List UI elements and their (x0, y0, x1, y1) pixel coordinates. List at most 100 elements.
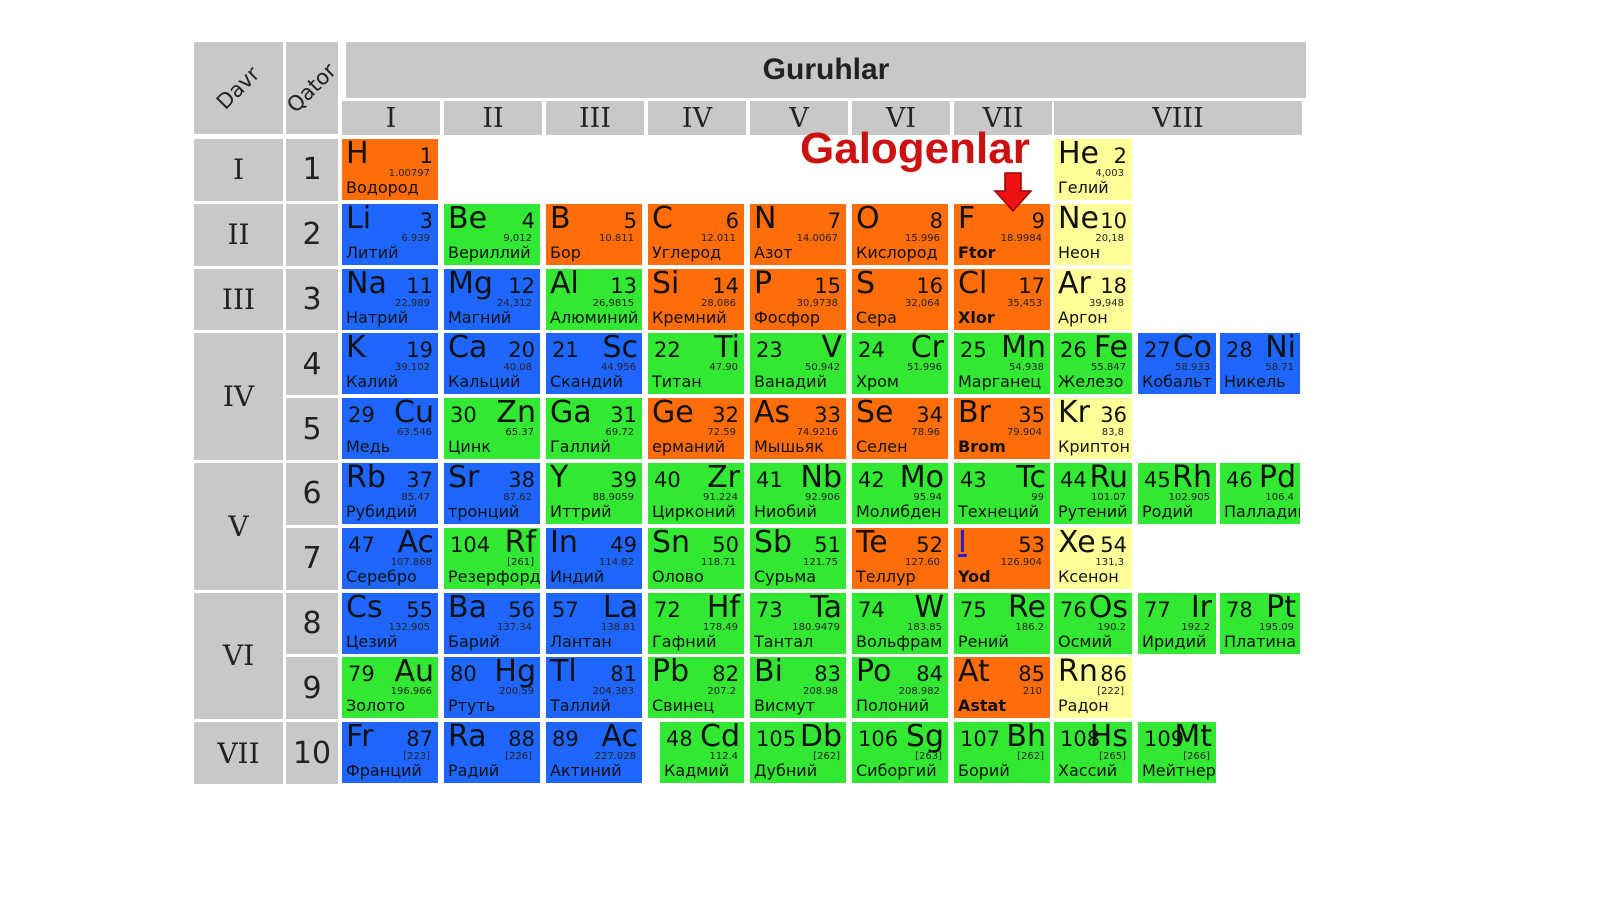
element-cell-cs[interactable]: Cs 55 132.905 Цезий (342, 592, 438, 654)
element-cell-p[interactable]: P 15 30,9738 Фосфор (750, 268, 846, 330)
element-cell-db[interactable]: Db 105 [262] Дубний (750, 722, 846, 784)
element-cell-fe[interactable]: Fe 26 55.847 Железо (1054, 333, 1132, 395)
element-cell-cu[interactable]: Cu 29 63.546 Медь (342, 398, 438, 460)
element-cell-s[interactable]: S 16 32,064 Сера (852, 268, 948, 330)
element-cell-sb[interactable]: Sb 51 121.75 Сурьма (750, 527, 846, 589)
element-cell-zn[interactable]: Zn 30 65.37 Цинк (444, 398, 540, 460)
element-cell-mo[interactable]: Mo 42 95.94 Молибден (852, 463, 948, 524)
element-cell-ne[interactable]: Ne 10 20,18 Неон (1054, 203, 1132, 265)
row-cell-3: 3 (286, 268, 338, 331)
element-cell-pt[interactable]: Pt 78 195.09 Платина (1220, 592, 1300, 654)
atomic-number: 74 (858, 597, 885, 622)
atomic-number: 27 (1144, 338, 1171, 363)
element-cell-mn[interactable]: Mn 25 54.938 Марганец (954, 333, 1050, 395)
element-cell-cl[interactable]: Cl 17 35,453 Xlor (954, 268, 1050, 330)
element-cell-co[interactable]: Co 27 58.933 Кобальт (1138, 333, 1216, 395)
element-cell-y[interactable]: Y 39 88.9059 Иттрий (546, 463, 642, 524)
groups-title-bar: Guruhlar (346, 42, 1306, 98)
element-cell-br[interactable]: Br 35 79.904 Brom (954, 398, 1050, 460)
element-cell-tc[interactable]: Tc 43 99 Технеций (954, 463, 1050, 524)
element-cell-c[interactable]: C 6 12.011 Углерод (648, 203, 744, 265)
element-cell-rh[interactable]: Rh 45 102.905 Родий (1138, 463, 1216, 524)
element-cell-mg[interactable]: Mg 12 24,312 Магний (444, 268, 540, 330)
element-cell-sg[interactable]: Sg 106 [263] Сиборгий (852, 722, 948, 784)
element-cell-f[interactable]: F 9 18.9984 Ftor (954, 203, 1050, 265)
atomic-number: 42 (858, 468, 885, 492)
atomic-mass: 79.904 (1007, 427, 1042, 439)
element-cell-ca[interactable]: Ca 20 40.08 Кальций (444, 333, 540, 395)
element-cell-ir[interactable]: Ir 77 192.2 Иридий (1138, 592, 1216, 654)
element-cell-cr[interactable]: Cr 24 51.996 Хром (852, 333, 948, 395)
element-cell-fr[interactable]: Fr 87 [223] Франций (342, 722, 438, 784)
element-cell-sn[interactable]: Sn 50 118.71 Олово (648, 527, 744, 589)
element-cell-hs[interactable]: Hs 108 [265] Хассий (1054, 722, 1132, 784)
element-cell-rf[interactable]: Rf 104 [261]Резерфордий (444, 527, 540, 589)
element-cell-o[interactable]: O 8 15.996 Кислород (852, 203, 948, 265)
element-cell-kr[interactable]: Kr 36 83,8 Криптон (1054, 398, 1132, 460)
element-cell-nb[interactable]: Nb 41 92.906 Ниобий (750, 463, 846, 524)
element-cell-po[interactable]: Po 84 208.982 Полоний (852, 657, 948, 719)
element-cell-sc[interactable]: Sc 21 44.956 Скандий (546, 333, 642, 395)
element-cell-be[interactable]: Be 4 9,012 Вериллий (444, 203, 540, 265)
element-cell-w[interactable]: W 74 183.85 Вольфрам (852, 592, 948, 654)
element-cell-k[interactable]: K 19 39.102 Калий (342, 333, 438, 395)
element-cell-ga[interactable]: Ga 31 69.72 Галлий (546, 398, 642, 460)
element-cell-se[interactable]: Se 34 78.96 Селен (852, 398, 948, 460)
element-cell-al[interactable]: Al 13 26,9815 Алюминий (546, 268, 642, 330)
element-symbol: Ac (397, 527, 435, 560)
element-cell-bh[interactable]: Bh 107 [262] Борий (954, 722, 1050, 784)
element-cell-he[interactable]: He 2 4,003 Гелий (1054, 139, 1132, 200)
element-name: Бор (550, 242, 581, 262)
element-cell-i[interactable]: I 53 126.904 Yod (954, 527, 1050, 589)
element-cell-hf[interactable]: Hf 72 178.49 Гафний (648, 592, 744, 654)
element-cell-hg[interactable]: Hg 80 200.59 Ртуть (444, 657, 540, 719)
element-cell-pd[interactable]: Pd 46 106.4 Палладий (1220, 463, 1300, 524)
element-cell-ge[interactable]: Ge 32 72.59 ерманий (648, 398, 744, 460)
element-cell-ac[interactable]: Ac 47 107.868 Серебро (342, 527, 438, 589)
atomic-mass: 83,8 (1101, 427, 1124, 439)
element-cell-zr[interactable]: Zr 40 91.224 Цирконий (648, 463, 744, 524)
element-cell-ti[interactable]: Ti 22 47.90 Титан (648, 333, 744, 395)
period-cell-IV: IV (194, 333, 283, 460)
element-cell-ta[interactable]: Ta 73 180.9479 Тантал (750, 592, 846, 654)
atomic-mass: [226] (505, 751, 532, 763)
element-cell-sr[interactable]: Sr 38 87.62 тронций (444, 463, 540, 524)
element-cell-ni[interactable]: Ni 28 58.71 Никель (1220, 333, 1300, 395)
element-cell-tl[interactable]: Tl 81 204.383 Таллий (546, 657, 642, 719)
element-cell-rn[interactable]: Rn 86 [222] Радон (1054, 657, 1132, 719)
element-cell-ba[interactable]: Ba 56 137.34 Барий (444, 592, 540, 654)
atomic-mass: 58.71 (1265, 362, 1294, 374)
element-cell-v[interactable]: V 23 50.942 Ванадий (750, 333, 846, 395)
element-cell-rb[interactable]: Rb 37 85.47 Рубидий (342, 463, 438, 524)
element-cell-at[interactable]: At 85 210 Astat (954, 657, 1050, 719)
element-cell-cd[interactable]: Cd 48 112.4 Кадмий (660, 722, 744, 784)
element-cell-n[interactable]: N 7 14.0067 Азот (750, 203, 846, 265)
element-cell-ac[interactable]: Ac 89 227.028 Актиний (546, 722, 642, 784)
element-cell-li[interactable]: Li 3 6.939 Литий (342, 203, 438, 265)
atomic-number: 35 (1018, 403, 1045, 428)
atomic-mass: 6.939 (401, 232, 430, 244)
element-cell-as[interactable]: As 33 74.9216 Мышьяк (750, 398, 846, 460)
element-cell-ra[interactable]: Ra 88 [226] Радий (444, 722, 540, 784)
element-cell-te[interactable]: Te 52 127.60 Теллур (852, 527, 948, 589)
element-cell-b[interactable]: B 5 10.811 Бор (546, 203, 642, 265)
element-cell-xe[interactable]: Xe 54 131,3 Ксенон (1054, 527, 1132, 589)
element-cell-re[interactable]: Re 75 186.2 Рений (954, 592, 1050, 654)
atomic-mass: 32,064 (905, 297, 940, 309)
element-cell-os[interactable]: Os 76 190.2 Осмий (1054, 592, 1132, 654)
element-cell-pb[interactable]: Pb 82 207.2 Свинец (648, 657, 744, 719)
group-header-label: VII (982, 102, 1024, 134)
element-cell-h[interactable]: H 1 1.00797 Водород (342, 139, 438, 200)
element-cell-ar[interactable]: Ar 18 39,948 Аргон (1054, 268, 1132, 330)
element-cell-in[interactable]: In 49 114.82 Индий (546, 527, 642, 589)
element-cell-la[interactable]: La 57 138.81 Лантан (546, 592, 642, 654)
element-cell-na[interactable]: Na 11 22,989 Натрий (342, 268, 438, 330)
element-cell-si[interactable]: Si 14 28,086 Кремний (648, 268, 744, 330)
period-label: IV (222, 380, 255, 414)
element-cell-au[interactable]: Au 79 196.966 Золото (342, 657, 438, 719)
element-cell-ru[interactable]: Ru 44 101.07 Рутений (1054, 463, 1132, 524)
group-header-label: V (789, 102, 809, 134)
element-cell-bi[interactable]: Bi 83 208.98 Висмут (750, 657, 846, 719)
